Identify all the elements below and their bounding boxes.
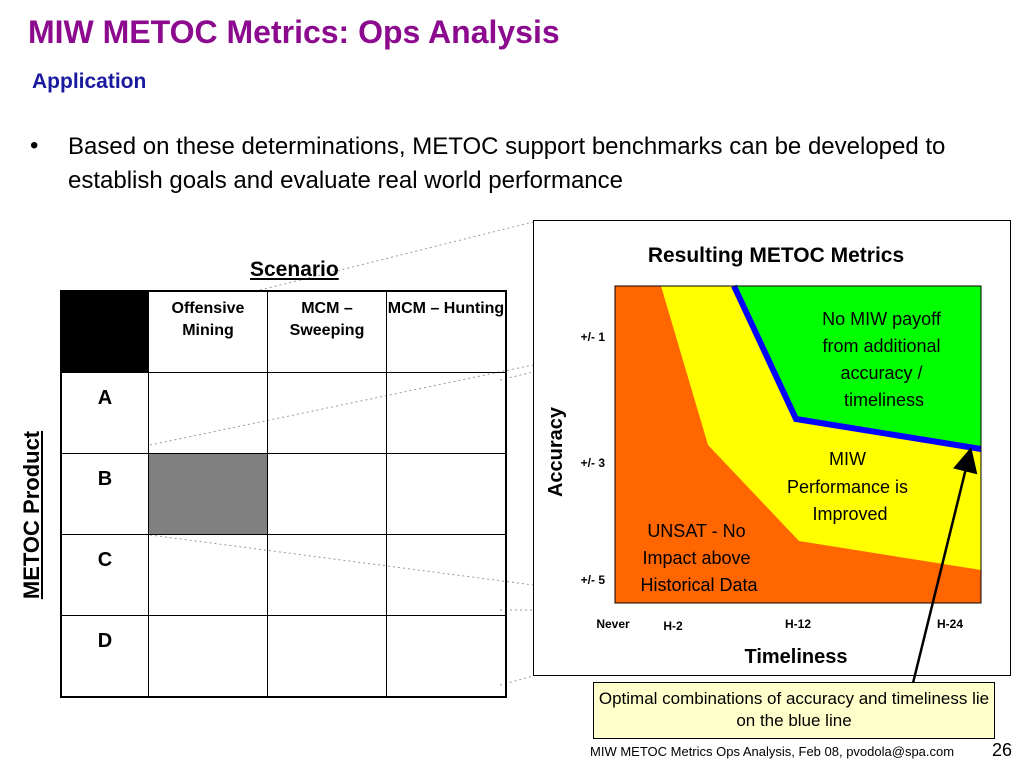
scenario-label: Scenario [250, 258, 339, 281]
column-header: MCM – Sweeping [267, 290, 387, 373]
no-payoff-region [734, 286, 981, 449]
matrix-row: A [60, 372, 507, 454]
row-header: A [60, 372, 149, 454]
matrix-cell [267, 453, 387, 535]
no-payoff-label: No MIW payoff from additional accuracy /… [822, 309, 946, 410]
no-payoff-label-line: No MIW payoff [822, 309, 942, 329]
unsat-label-line: Impact above [642, 548, 750, 568]
improved-label: MIW Performance is Improved [787, 449, 913, 524]
bullet-text: Based on these determinations, METOC sup… [68, 133, 946, 194]
y-tick-label: +/- 3 [581, 456, 606, 470]
matrix-cell [386, 372, 507, 454]
y-axis-label: Accuracy [545, 406, 567, 497]
row-header: D [60, 615, 149, 698]
metrics-chart: Resulting METOC Metrics No MIW payoff fr… [533, 220, 1011, 676]
plot-frame [614, 285, 982, 604]
chart-title: Resulting METOC Metrics [648, 244, 904, 267]
matrix-cell [148, 615, 268, 698]
page-number: 26 [992, 740, 1013, 760]
metoc-product-label: METOC Product [19, 430, 44, 600]
no-payoff-label-line: from additional [822, 336, 940, 356]
unsat-label-line: Historical Data [640, 575, 758, 595]
x-axis-label: Timeliness [744, 646, 847, 668]
row-header: B [60, 453, 149, 535]
matrix-cell [267, 534, 387, 616]
no-payoff-label-line: timeliness [844, 390, 924, 410]
matrix-cell [148, 372, 268, 454]
row-header: C [60, 534, 149, 616]
improved-label-line: Improved [812, 504, 887, 524]
matrix-cell [267, 615, 387, 698]
matrix-cell [386, 615, 507, 698]
y-tick-label: +/- 1 [581, 330, 606, 344]
column-header: MCM – Hunting [386, 290, 507, 373]
matrix-cell [148, 534, 268, 616]
x-tick-label: H-24 [937, 617, 963, 631]
improved-label-line: Performance is [787, 477, 908, 497]
slide-title: MIW METOC Metrics: Ops Analysis [28, 14, 560, 50]
y-tick-label: +/- 5 [581, 573, 606, 587]
x-tick-label: H-12 [785, 617, 811, 631]
no-payoff-label-line: accuracy / [840, 363, 922, 383]
matrix-row: C [60, 534, 507, 616]
optimal-blue-line [731, 284, 982, 452]
matrix-header-row: Offensive Mining MCM – Sweeping MCM – Hu… [60, 290, 507, 373]
footer-text: MIW METOC Metrics Ops Analysis, Feb 08, … [590, 744, 955, 759]
bullet-icon: • [30, 132, 39, 159]
x-tick-label: Never [596, 617, 630, 631]
matrix-cell [386, 453, 507, 535]
matrix-cell [267, 372, 387, 454]
improved-label-line: MIW [829, 449, 866, 469]
metrics-chart-svg: Resulting METOC Metrics No MIW payoff fr… [545, 244, 982, 668]
matrix-cell [386, 534, 507, 616]
column-header: Offensive Mining [148, 290, 268, 373]
matrix-corner [60, 290, 149, 373]
slide-subtitle: Application [32, 70, 147, 93]
x-tick-label: H-2 [663, 619, 683, 633]
matrix-row: B [60, 453, 507, 535]
unsat-label-line: UNSAT - No [647, 521, 745, 541]
matrix-row: D [60, 615, 507, 698]
matrix-cell-highlighted [148, 453, 268, 535]
scenario-matrix: Offensive Mining MCM – Sweeping MCM – Hu… [60, 290, 507, 698]
callout-box: Optimal combinations of accuracy and tim… [593, 682, 995, 739]
unsat-label: UNSAT - No Impact above Historical Data [640, 521, 758, 595]
